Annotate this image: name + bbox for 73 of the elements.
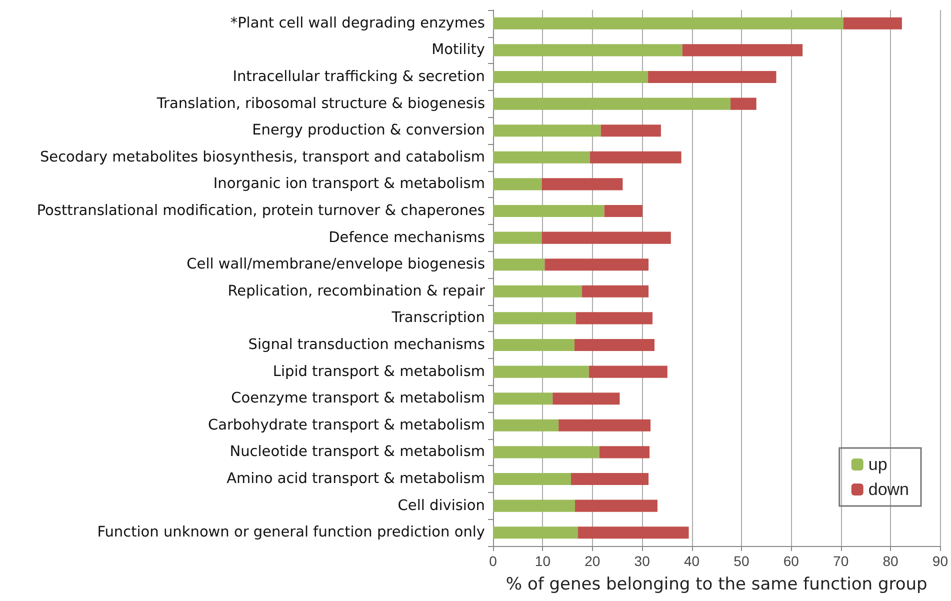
x-tick-label: 40 <box>684 553 700 569</box>
x-tick-label: 10 <box>534 553 551 569</box>
x-tick-label: 60 <box>783 553 800 569</box>
y-tick-label: Cell division <box>398 498 485 514</box>
legend-label: down <box>868 480 909 499</box>
bar <box>604 204 643 218</box>
bar <box>493 312 576 324</box>
bar <box>493 258 545 271</box>
bar <box>552 392 620 405</box>
bar <box>574 338 654 352</box>
y-tick-label: Transcription <box>390 310 485 326</box>
bar <box>493 446 600 458</box>
bar <box>493 366 589 378</box>
x-tick-label: 70 <box>833 553 849 569</box>
y-tick-label: Defence mechanisms <box>328 230 485 246</box>
bar <box>493 124 601 137</box>
bar <box>682 44 803 56</box>
y-tick-label: Translation, ribosomal structure & biogenesis <box>156 96 485 112</box>
x-tick-label: 30 <box>634 553 650 569</box>
y-tick-label: Posttranslational modification, protein turnover & chaperones <box>36 203 485 219</box>
legend-label: up <box>868 455 888 474</box>
x-tick-label: 20 <box>584 553 600 569</box>
y-tick-label: Nucleotide transport & metabolism <box>230 444 485 460</box>
y-tick-label: Intracellular trafficking & secretion <box>232 69 485 85</box>
bar <box>574 500 658 512</box>
bar <box>493 338 574 352</box>
y-tick-label: Replication, recombination & repair <box>228 283 486 300</box>
bar <box>599 446 650 458</box>
y-tick-label: Coenzyme transport & metabolism <box>231 390 485 407</box>
bar <box>493 526 578 539</box>
bar <box>542 178 623 190</box>
bar <box>493 70 648 84</box>
y-tick-label: Motility <box>432 42 486 58</box>
bar <box>493 151 590 164</box>
bar <box>493 419 559 432</box>
x-tick-label: 80 <box>882 553 899 569</box>
bar <box>493 392 553 405</box>
x-tick-label: 50 <box>734 553 750 569</box>
bar <box>588 366 668 378</box>
y-tick-label: Inorganic ion transport & metabolism <box>213 176 485 192</box>
bar <box>493 232 542 244</box>
bar <box>493 500 575 512</box>
y-tick-label: Lipid transport & metabolism <box>272 364 485 380</box>
y-tick-label: Carbohydrate transport & metabolism <box>208 417 485 434</box>
bar <box>544 258 649 271</box>
bar <box>576 312 653 324</box>
bar <box>600 124 661 137</box>
y-tick-label: Secodary metabolites biosynthesis, transport and catabolism <box>40 149 485 166</box>
bar <box>493 178 542 190</box>
bar <box>493 204 604 218</box>
bar <box>843 17 902 30</box>
bar <box>493 17 844 30</box>
bar <box>582 285 649 298</box>
y-tick-label: Signal transduction mechanisms <box>248 337 485 353</box>
y-tick-label: *Plant cell wall degrading enzymes <box>230 15 485 32</box>
bar <box>730 98 756 110</box>
bar <box>590 151 682 164</box>
x-axis-title: % of genes belonging to the same function group <box>506 574 928 594</box>
y-tick-label: Energy production & conversion <box>252 122 485 139</box>
x-tick-label: 90 <box>932 553 948 569</box>
y-tick-label: Amino acid transport & metabolism <box>226 471 485 487</box>
y-tick-label: Function unknown or general function prediction only <box>97 524 486 541</box>
bar <box>648 70 776 84</box>
bar <box>578 526 689 539</box>
bar <box>493 44 682 56</box>
bar <box>558 419 651 432</box>
bar <box>493 98 731 110</box>
bar <box>493 472 572 486</box>
y-tick-label: Cell wall/membrane/envelope biogenesis <box>186 256 485 273</box>
bar <box>542 232 671 244</box>
bar <box>493 285 582 298</box>
bar <box>571 472 649 486</box>
x-tick-label: 0 <box>489 553 498 569</box>
